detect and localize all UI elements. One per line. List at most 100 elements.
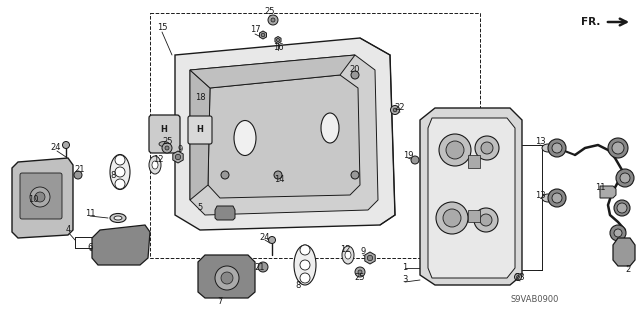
- Circle shape: [610, 225, 626, 241]
- Circle shape: [115, 155, 125, 165]
- Text: 23: 23: [515, 273, 525, 283]
- Circle shape: [175, 154, 180, 160]
- Ellipse shape: [342, 246, 354, 264]
- Text: 12: 12: [340, 246, 350, 255]
- Circle shape: [35, 192, 45, 202]
- Circle shape: [162, 143, 172, 153]
- Polygon shape: [173, 151, 183, 163]
- Circle shape: [411, 156, 419, 164]
- Polygon shape: [365, 252, 375, 264]
- Text: 10: 10: [28, 196, 38, 204]
- Polygon shape: [613, 238, 635, 266]
- Circle shape: [74, 171, 82, 179]
- Circle shape: [274, 171, 282, 179]
- Polygon shape: [468, 210, 480, 222]
- Circle shape: [620, 173, 630, 183]
- Circle shape: [355, 267, 365, 277]
- Circle shape: [367, 255, 372, 261]
- Bar: [150, 13, 480, 258]
- Ellipse shape: [542, 194, 554, 202]
- Text: 13: 13: [534, 190, 545, 199]
- Ellipse shape: [542, 144, 554, 152]
- Text: S9VAB0900: S9VAB0900: [511, 295, 559, 305]
- FancyBboxPatch shape: [20, 173, 62, 219]
- Text: 16: 16: [273, 42, 284, 51]
- Circle shape: [614, 229, 622, 237]
- Circle shape: [436, 202, 468, 234]
- Circle shape: [393, 108, 397, 112]
- Text: 1: 1: [403, 263, 408, 271]
- Polygon shape: [12, 158, 73, 238]
- Text: 24: 24: [260, 233, 270, 241]
- Circle shape: [276, 38, 280, 41]
- Text: 21: 21: [255, 263, 265, 272]
- Circle shape: [552, 193, 562, 203]
- Text: 3: 3: [403, 276, 408, 285]
- Text: FR.: FR.: [580, 17, 600, 27]
- Circle shape: [515, 273, 522, 280]
- Ellipse shape: [114, 216, 122, 220]
- Text: 19: 19: [403, 151, 413, 160]
- Circle shape: [268, 15, 278, 25]
- Circle shape: [617, 203, 627, 213]
- Text: 2: 2: [625, 265, 630, 275]
- Ellipse shape: [110, 154, 130, 189]
- Circle shape: [616, 169, 634, 187]
- Polygon shape: [428, 118, 515, 278]
- Circle shape: [608, 138, 628, 158]
- Polygon shape: [198, 255, 255, 298]
- Text: 9: 9: [360, 248, 365, 256]
- Circle shape: [300, 260, 310, 270]
- Text: 13: 13: [534, 137, 545, 146]
- Polygon shape: [468, 155, 480, 168]
- Polygon shape: [92, 225, 150, 265]
- Circle shape: [552, 143, 562, 153]
- Ellipse shape: [321, 113, 339, 143]
- Polygon shape: [190, 55, 355, 88]
- Text: 25: 25: [265, 6, 275, 16]
- Circle shape: [215, 266, 239, 290]
- Text: 22: 22: [395, 103, 405, 113]
- Ellipse shape: [149, 156, 161, 174]
- Text: 25: 25: [355, 273, 365, 283]
- Circle shape: [548, 189, 566, 207]
- Polygon shape: [600, 186, 616, 198]
- Polygon shape: [260, 31, 266, 39]
- Ellipse shape: [110, 213, 126, 222]
- Text: 8: 8: [295, 281, 301, 291]
- Circle shape: [63, 142, 70, 149]
- Text: 4: 4: [65, 226, 70, 234]
- Ellipse shape: [152, 161, 158, 169]
- Text: 5: 5: [197, 203, 203, 211]
- Text: 8: 8: [110, 170, 116, 180]
- Circle shape: [221, 272, 233, 284]
- Text: 12: 12: [153, 155, 163, 165]
- Circle shape: [351, 71, 359, 79]
- Circle shape: [258, 262, 268, 272]
- Ellipse shape: [294, 245, 316, 285]
- Circle shape: [221, 171, 229, 179]
- Circle shape: [475, 136, 499, 160]
- Polygon shape: [175, 38, 395, 230]
- Text: 21: 21: [75, 166, 85, 174]
- Ellipse shape: [345, 251, 351, 259]
- Polygon shape: [420, 108, 522, 285]
- Circle shape: [439, 134, 471, 166]
- Circle shape: [115, 179, 125, 189]
- Circle shape: [548, 139, 566, 157]
- Circle shape: [614, 200, 630, 216]
- Polygon shape: [190, 55, 378, 215]
- Text: 11: 11: [84, 209, 95, 218]
- Circle shape: [300, 273, 310, 283]
- Text: 9: 9: [177, 145, 182, 154]
- Text: H: H: [196, 125, 204, 135]
- Circle shape: [474, 208, 498, 232]
- Circle shape: [443, 209, 461, 227]
- Text: 11: 11: [595, 183, 605, 192]
- Polygon shape: [275, 36, 281, 43]
- Text: 25: 25: [163, 137, 173, 146]
- Circle shape: [390, 106, 399, 115]
- Text: 20: 20: [349, 65, 360, 75]
- FancyBboxPatch shape: [188, 116, 212, 144]
- Circle shape: [271, 18, 275, 22]
